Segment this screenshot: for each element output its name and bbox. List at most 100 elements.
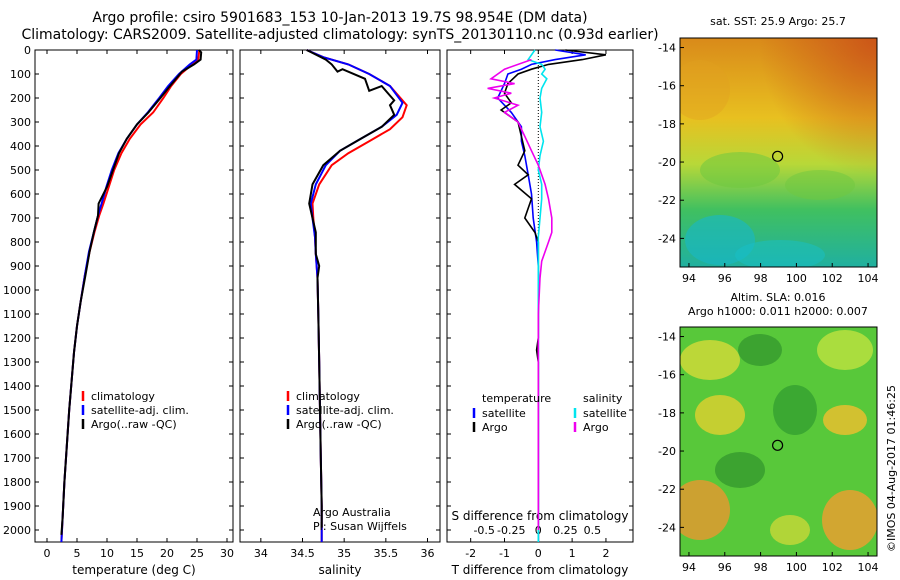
depth-tick-label: 1600 xyxy=(3,428,31,441)
map-y-tick-label: -20 xyxy=(658,445,676,458)
depth-tick-label: 100 xyxy=(10,68,31,81)
legend-label: Argo xyxy=(482,421,508,434)
annotation-line-2: PI: Susan Wijffels xyxy=(313,520,407,533)
x-tick-label: 0 xyxy=(44,547,51,560)
map-y-tick-label: -18 xyxy=(658,407,676,420)
map-x-tick-label: 94 xyxy=(682,272,696,285)
panel-frame xyxy=(239,49,441,543)
map-y-tick-label: -18 xyxy=(658,118,676,131)
x-axis-label: salinity xyxy=(318,563,361,577)
map-y-tick-label: -14 xyxy=(658,331,676,344)
panel-salinity: 34 34.5 35 35.5 36 salinity climatologysatelli… xyxy=(239,49,441,577)
legend-label: climatology xyxy=(296,390,360,403)
x-tick-label: 25 xyxy=(190,547,204,560)
map-x-tick-label: 104 xyxy=(858,561,879,574)
map-x-tick-label: 100 xyxy=(786,561,807,574)
legend-label: Argo(..raw -QC) xyxy=(296,418,382,431)
map-x-tick-label: 96 xyxy=(718,561,732,574)
depth-tick-label: 900 xyxy=(10,260,31,273)
sla-map xyxy=(680,327,877,556)
x-axis-label: T difference from climatology xyxy=(451,563,629,577)
legend-title-temperature: temperature xyxy=(482,392,551,405)
panel-frame xyxy=(446,49,634,543)
sla-map-title-line-2: Argo h1000: 0.011 h2000: 0.007 xyxy=(688,305,868,318)
x-tick-label: 15 xyxy=(130,547,144,560)
map-axes-sst_map: 94 96 98 100 102 104 -14 -16 -18 -20 -22 -24 xyxy=(658,37,879,285)
depth-tick-label: 400 xyxy=(10,140,31,153)
top-tick-label: -0.5 xyxy=(473,524,494,537)
x-tick-label: 5 xyxy=(74,547,81,560)
depth-tick-label: 1000 xyxy=(3,284,31,297)
depth-tick-label: 1300 xyxy=(3,356,31,369)
x-tick-label: 34 xyxy=(254,547,268,560)
x-axis-label: temperature (deg C) xyxy=(72,563,195,577)
argo-float-marker xyxy=(772,150,784,162)
map-x-tick-label: 100 xyxy=(786,272,807,285)
x-tick-label: 35.5 xyxy=(374,547,399,560)
legend-label: climatology xyxy=(91,390,155,403)
top-axis-label: S difference from climatology xyxy=(452,509,629,523)
map-x-tick-label: 94 xyxy=(682,561,696,574)
map-x-tick-label: 98 xyxy=(754,561,768,574)
depth-tick-label: 700 xyxy=(10,212,31,225)
depth-tick-label: 1400 xyxy=(3,380,31,393)
argo-float-marker xyxy=(772,439,784,451)
sst-map xyxy=(680,38,877,267)
map-x-tick-label: 98 xyxy=(754,272,768,285)
depth-tick-label: 300 xyxy=(10,116,31,129)
x-tick-label: 20 xyxy=(160,547,174,560)
x-tick-label: 0 xyxy=(535,547,542,560)
legend-label: satellite xyxy=(583,407,627,420)
x-tick-label: -2 xyxy=(465,547,476,560)
map-y-tick-label: -22 xyxy=(658,194,676,207)
legend-label: satellite-adj. clim. xyxy=(91,404,189,417)
legend-title-salinity: salinity xyxy=(583,392,623,405)
map-frame xyxy=(679,37,878,268)
depth-tick-label: 1200 xyxy=(3,332,31,345)
x-tick-label: 36 xyxy=(421,547,435,560)
depth-tick-label: 500 xyxy=(10,164,31,177)
legend-label: satellite-adj. clim. xyxy=(296,404,394,417)
map-axes-sla_map: 94 96 98 100 102 104 -14 -16 -18 -20 -22 -24 xyxy=(658,326,879,574)
figure-title-line-2: Climatology: CARS2009. Satellite-adjuste… xyxy=(21,27,659,43)
panel-difference: -2 -1 0 1 2 T difference from climatology -0.5… xyxy=(446,49,634,577)
top-tick-label: -0.25 xyxy=(497,524,525,537)
legend-label: satellite xyxy=(482,407,526,420)
map-y-tick-label: -14 xyxy=(658,42,676,55)
figure-title-line-1: Argo profile: csiro 5901683_153 10-Jan-2… xyxy=(92,10,588,26)
x-tick-label: 2 xyxy=(602,547,609,560)
map-y-tick-label: -16 xyxy=(658,80,676,93)
depth-tick-label: 2000 xyxy=(3,524,31,537)
sla-map-title-line-1: Altim. SLA: 0.016 xyxy=(730,291,825,304)
depth-tick-label: 1800 xyxy=(3,476,31,489)
sst-map-title: sat. SST: 25.9 Argo: 25.7 xyxy=(710,15,846,28)
depth-tick-label: 1900 xyxy=(3,500,31,513)
depth-tick-label: 800 xyxy=(10,236,31,249)
map-y-tick-label: -20 xyxy=(658,156,676,169)
map-frame xyxy=(679,326,878,557)
depth-tick-label: 1100 xyxy=(3,308,31,321)
map-y-tick-label: -24 xyxy=(658,521,676,534)
top-tick-label: 0.5 xyxy=(584,524,602,537)
map-x-tick-label: 96 xyxy=(718,272,732,285)
map-x-tick-label: 104 xyxy=(858,272,879,285)
map-x-tick-label: 102 xyxy=(822,272,843,285)
map-y-tick-label: -24 xyxy=(658,232,676,245)
x-tick-label: 30 xyxy=(220,547,234,560)
x-tick-label: 1 xyxy=(569,547,576,560)
copyright-credit: ©IMOS 04-Aug-2017 01:46:25 xyxy=(885,385,898,552)
map-x-tick-label: 102 xyxy=(822,561,843,574)
x-tick-label: -1 xyxy=(499,547,510,560)
depth-tick-label: 600 xyxy=(10,188,31,201)
x-tick-label: 34.5 xyxy=(290,547,315,560)
legend-label: Argo(..raw -QC) xyxy=(91,418,177,431)
depth-tick-label: 0 xyxy=(24,44,31,57)
map-y-tick-label: -22 xyxy=(658,483,676,496)
legend-label: Argo xyxy=(583,421,609,434)
x-tick-label: 35 xyxy=(337,547,351,560)
x-tick-label: 10 xyxy=(100,547,114,560)
series-line-argo-raw-qc- xyxy=(60,49,203,535)
depth-tick-label: 1500 xyxy=(3,404,31,417)
depth-tick-label: 200 xyxy=(10,92,31,105)
